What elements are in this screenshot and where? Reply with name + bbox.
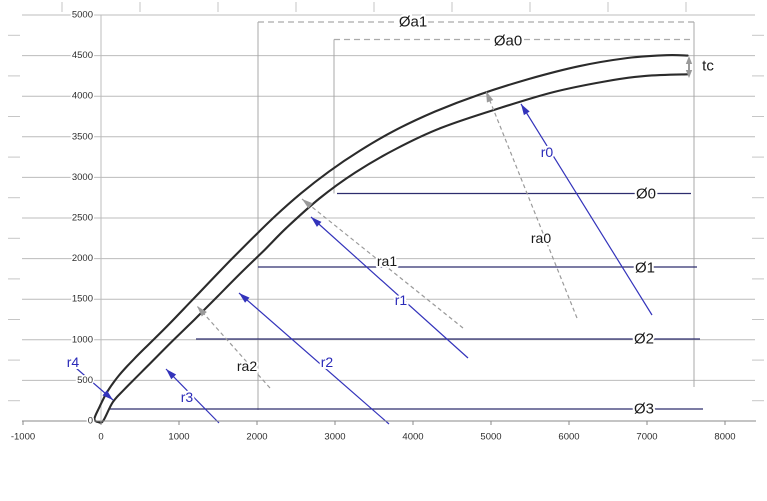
x-axis-tick-label: -1000 [11,431,35,442]
label-ra0: ra0 [531,230,551,246]
x-axis-tick-label: 8000 [714,431,735,442]
tc-arrowhead-bottom [685,70,693,78]
y-axis-tick-label: 5000 [72,10,93,21]
y-axis-tick-label: 3000 [72,172,93,183]
y-axis-tick-label: 500 [77,375,93,386]
x-axis-tick-label: 5000 [480,431,501,442]
x-axis-tick-label: 1000 [168,431,189,442]
outer-radius-arrow-line-ra2 [196,305,271,389]
outer-radius-arrowhead-ra0 [486,91,494,103]
x-axis-tick-label: 3000 [324,431,345,442]
label-ra2: ra2 [237,358,257,374]
label-ra1: ra1 [377,253,397,269]
label-tc: tc [702,58,714,75]
y-axis-tick-label: 2000 [72,253,93,264]
y-axis-tick-label: 2500 [72,213,93,224]
radius-arrow-line-r2 [238,292,390,425]
y-axis-tick-label: 0 [88,416,93,427]
outer-radius-arrowhead-ra1 [302,199,313,209]
label-r2: r2 [321,354,334,370]
label-oa0: Øa0 [494,33,522,50]
label-r0: r0 [541,144,554,160]
radius-arrow-line-r3 [165,368,220,424]
tc-arrowhead-top [685,56,693,64]
radius-arrow-line-r1 [310,216,469,359]
dome-profile-curves [93,54,689,424]
x-axis-tick-label: 0 [98,431,103,442]
label-o0: Ø0 [636,186,656,203]
label-o1: Ø1 [635,260,655,277]
label-r3: r3 [181,389,194,405]
y-axis-tick-label: 3500 [72,131,93,142]
outer-radius-arrow-line-ra1 [301,198,464,329]
outer-radius-arrow-line-ra0 [485,90,578,319]
y-axis-tick-label: 1000 [72,334,93,345]
radius-arrowhead-r1 [311,217,322,227]
y-axis-tick-label: 4500 [72,50,93,61]
outer-radius-arrowhead-ra2 [197,306,207,317]
label-r1: r1 [395,292,408,308]
label-oa1: Øa1 [399,14,427,31]
radius-arrowhead-r2 [239,293,250,303]
label-o2: Ø2 [634,331,654,348]
radius-arrowhead-r0 [521,104,530,116]
x-axis-tick-label: 6000 [558,431,579,442]
label-o3: Ø3 [634,401,654,418]
x-axis-tick-label: 2000 [246,431,267,442]
y-axis-tick-label: 1500 [72,294,93,305]
y-axis-tick-label: 4000 [72,91,93,102]
radius-arrowhead-r4 [102,390,113,400]
radius-arrowhead-r3 [166,369,177,380]
label-r4: r4 [67,354,80,370]
x-axis-tick-label: 7000 [636,431,657,442]
x-axis-tick-label: 4000 [402,431,423,442]
radius-arrow-line-r0 [520,103,653,316]
